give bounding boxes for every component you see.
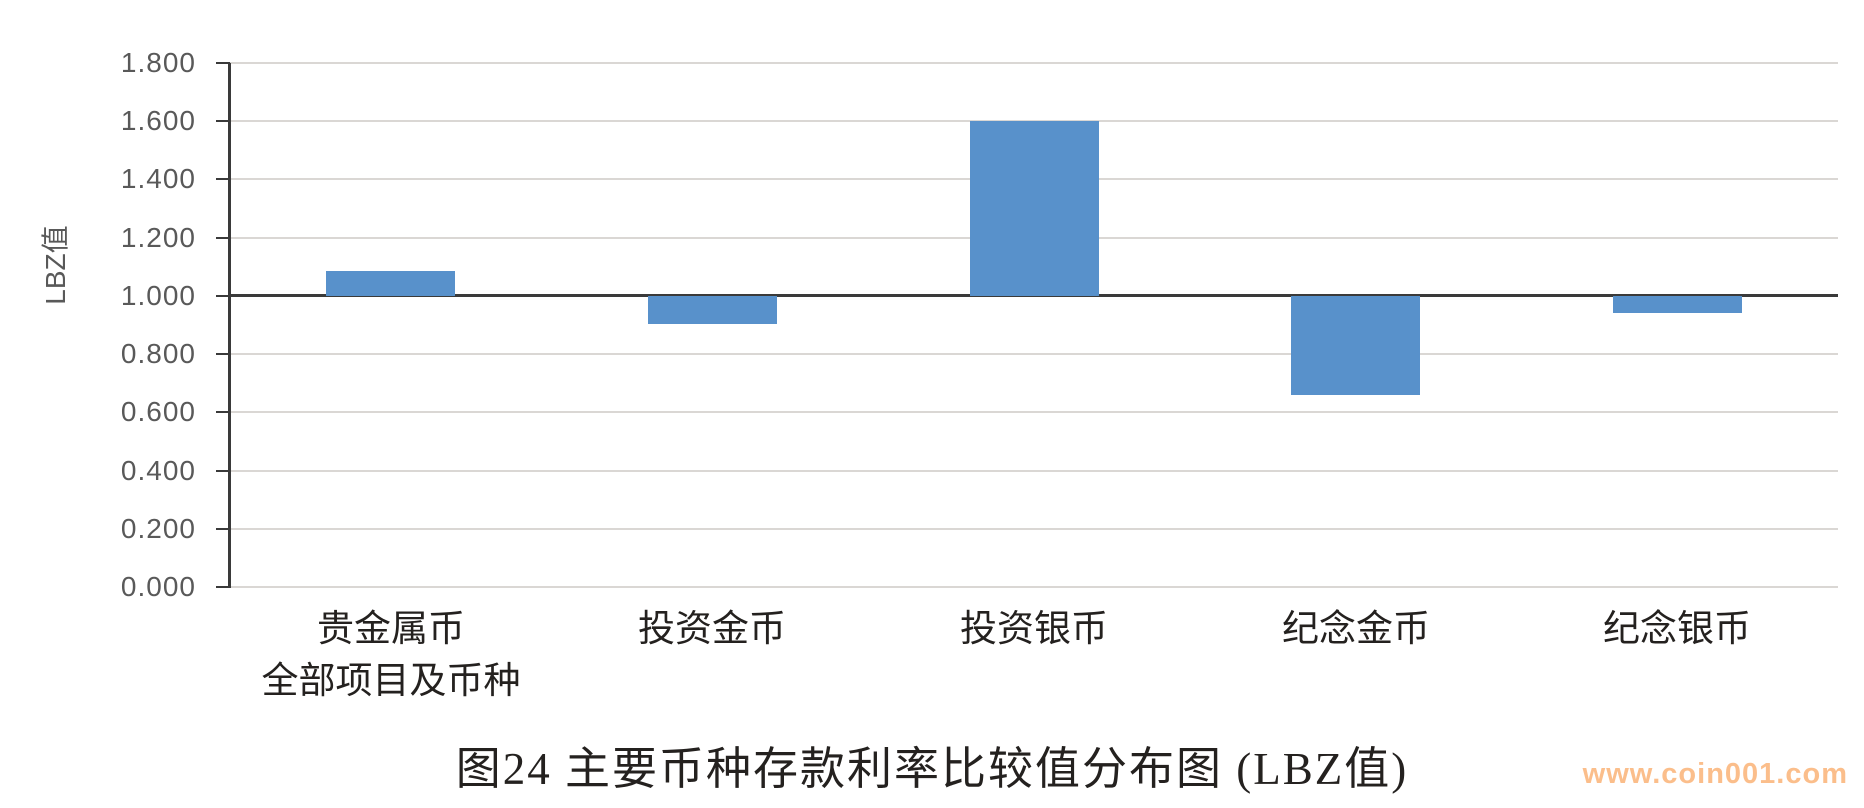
y-tick-label: 0.800 bbox=[120, 338, 196, 369]
category-label: 投资银币 bbox=[784, 604, 1284, 656]
category-label-line: 全部项目及币种 bbox=[261, 661, 521, 702]
bar-1 bbox=[326, 271, 455, 296]
y-tick-label: 0.000 bbox=[120, 571, 196, 602]
y-tick-label: 1.000 bbox=[120, 280, 196, 311]
category-label-line: 纪念银币 bbox=[1603, 609, 1751, 650]
y-tick-label: 1.600 bbox=[120, 105, 196, 136]
y-tick-label: 1.400 bbox=[120, 163, 196, 194]
y-tick-mark bbox=[216, 411, 230, 413]
y-tick-mark bbox=[216, 62, 230, 64]
bar-4 bbox=[1291, 296, 1420, 395]
y-tick-mark bbox=[216, 353, 230, 355]
y-tick-label: 0.400 bbox=[120, 455, 196, 486]
category-label: 投资金币 bbox=[462, 604, 962, 656]
category-label-line: 投资银币 bbox=[960, 609, 1108, 650]
y-tick-label: 0.200 bbox=[120, 513, 196, 544]
category-label-line: 投资金币 bbox=[638, 609, 786, 650]
y-tick-mark bbox=[216, 586, 230, 588]
y-tick-mark bbox=[216, 470, 230, 472]
y-tick-mark bbox=[216, 295, 230, 297]
y-tick-label: 0.600 bbox=[120, 396, 196, 427]
y-tick-mark bbox=[216, 178, 230, 180]
y-gridline bbox=[230, 586, 1838, 588]
bar-5 bbox=[1613, 296, 1742, 313]
y-tick-mark bbox=[216, 120, 230, 122]
y-tick-label: 1.800 bbox=[120, 47, 196, 78]
category-label: 纪念银币 bbox=[1427, 604, 1864, 656]
category-label-line: 纪念金币 bbox=[1282, 609, 1430, 650]
y-gridline bbox=[230, 62, 1838, 64]
category-label: 纪念金币 bbox=[1106, 604, 1606, 656]
bar-2 bbox=[648, 296, 777, 324]
y-gridline bbox=[230, 528, 1838, 530]
y-tick-mark bbox=[216, 528, 230, 530]
y-gridline bbox=[230, 353, 1838, 355]
y-gridline bbox=[230, 411, 1838, 413]
category-label: 贵金属币全部项目及币种 bbox=[141, 604, 641, 708]
y-axis-line bbox=[228, 63, 231, 588]
bar-3 bbox=[970, 121, 1099, 296]
chart-title: 图24 主要币种存款利率比较值分布图 (LBZ值) bbox=[455, 744, 1409, 794]
y-gridline bbox=[230, 470, 1838, 472]
watermark: www.coin001.com bbox=[1582, 758, 1848, 790]
y-tick-label: 1.200 bbox=[120, 222, 196, 253]
y-tick-mark bbox=[216, 237, 230, 239]
category-label-line: 贵金属币 bbox=[317, 609, 465, 650]
